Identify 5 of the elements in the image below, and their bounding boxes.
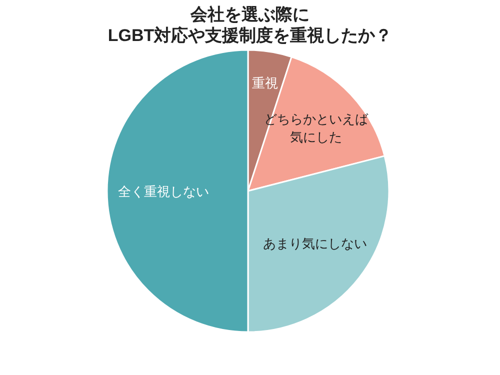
slice-label: 全く重視しない — [118, 184, 209, 199]
slice-label: どちらかといえば気にした — [264, 111, 369, 144]
slice-label: あまり気にしない — [262, 236, 367, 251]
chart-title: 会社を選ぶ際に LGBT対応や支援制度を重視したか？ — [108, 5, 392, 45]
slice-label: 重視 — [252, 75, 278, 90]
